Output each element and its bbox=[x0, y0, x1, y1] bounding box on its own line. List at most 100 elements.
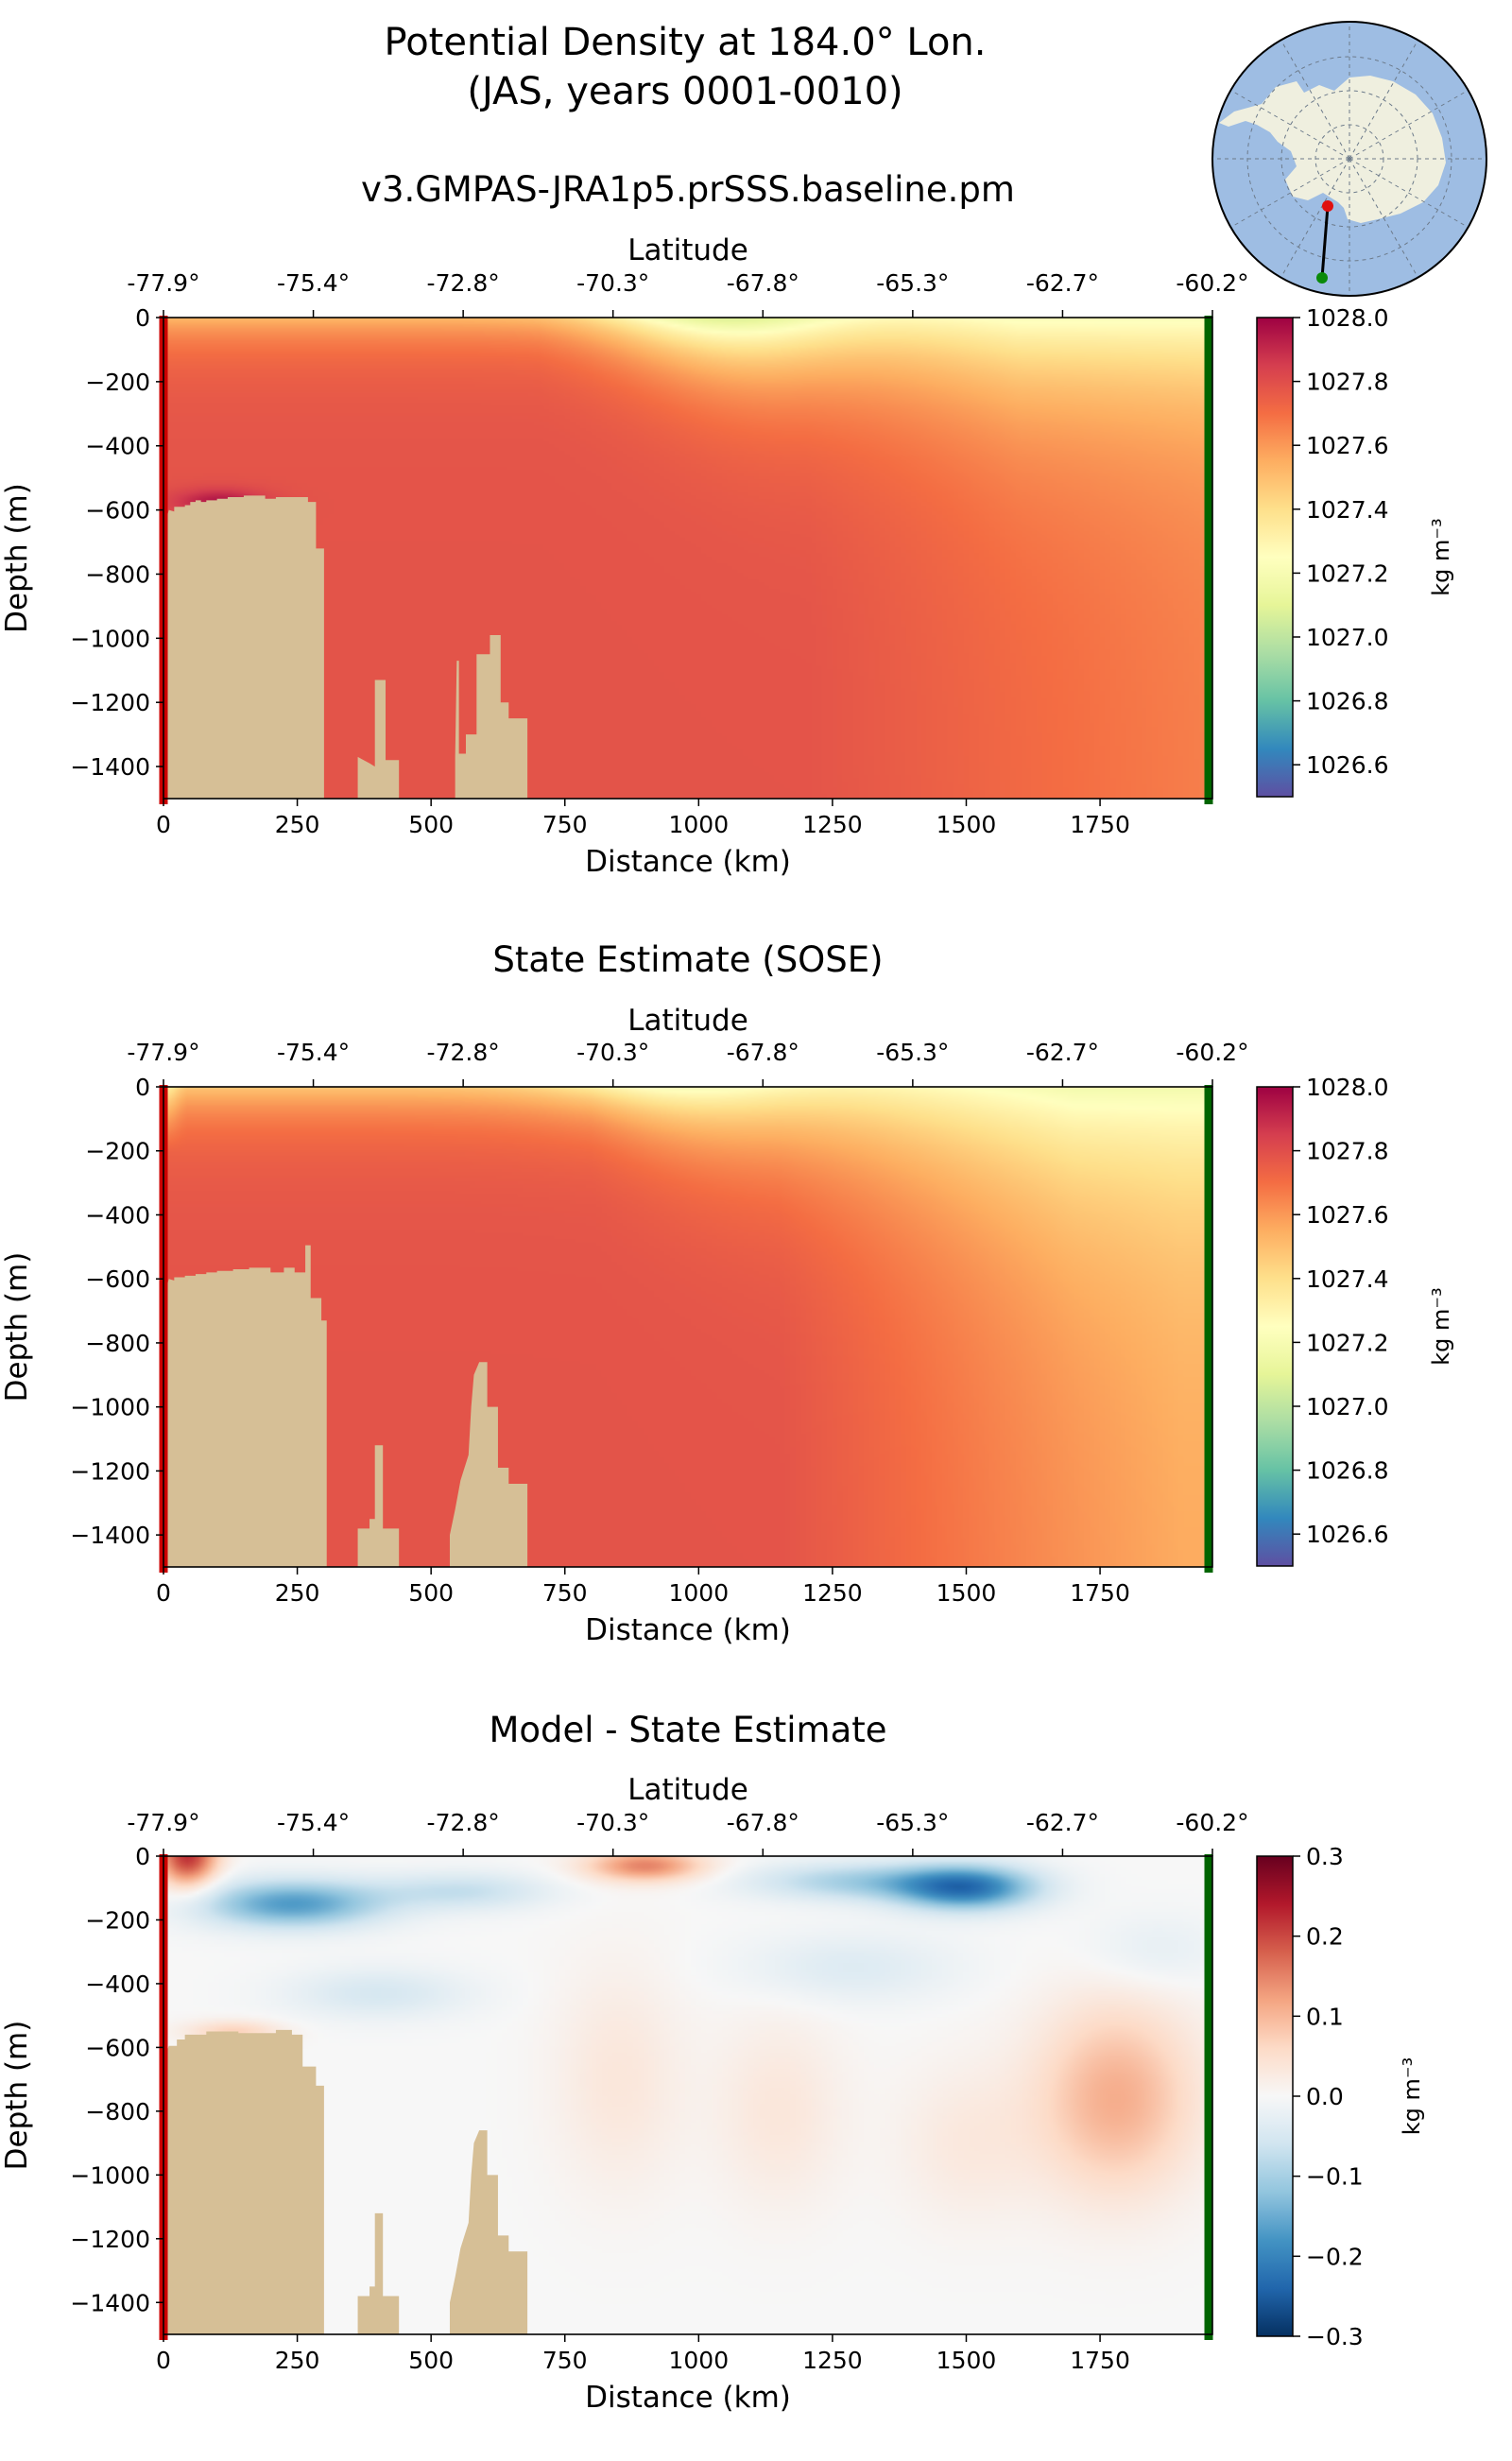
colorbar-tick-label: 0.1 bbox=[1306, 2003, 1344, 2030]
colorbar-tick-label: 1027.4 bbox=[1306, 496, 1388, 524]
x-axis-label: Distance (km) bbox=[585, 2381, 791, 2415]
y-tick-label: −1000 bbox=[70, 625, 150, 652]
x-tick-label: 500 bbox=[408, 1579, 454, 1607]
lat-tick-label: -75.4° bbox=[277, 1809, 350, 1836]
section-field bbox=[163, 1087, 1212, 1567]
colorbar-tick-label: 1027.8 bbox=[1306, 369, 1388, 396]
x-tick-label: 750 bbox=[542, 811, 588, 838]
figure-subtitle: (JAS, years 0001-0010) bbox=[467, 70, 902, 113]
antarctica-landmass bbox=[1219, 76, 1446, 223]
colorbar-tick-label: 0.2 bbox=[1306, 1923, 1344, 1951]
colorbar-tick-label: 1027.2 bbox=[1306, 559, 1388, 587]
x-tick-label: 1750 bbox=[1070, 2347, 1130, 2374]
graticule-meridian bbox=[1226, 87, 1350, 160]
lat-tick-label: -65.3° bbox=[876, 1809, 949, 1836]
x-tick-label: 250 bbox=[275, 1579, 320, 1607]
y-tick-label: −400 bbox=[85, 433, 150, 460]
axes-frame bbox=[163, 317, 1213, 800]
x-tick-label: 750 bbox=[542, 1579, 588, 1607]
map-frame bbox=[1211, 21, 1487, 297]
top-axis-label: Latitude bbox=[627, 1773, 748, 1807]
x-tick-label: 1500 bbox=[936, 811, 997, 838]
lat-tick-label: -60.2° bbox=[1176, 1809, 1248, 1836]
colorbar bbox=[1256, 317, 1294, 798]
lat-tick-label: -60.2° bbox=[1176, 269, 1248, 297]
graticule-meridian bbox=[1349, 158, 1473, 231]
seamount bbox=[449, 2130, 528, 2334]
x-tick-label: 500 bbox=[408, 811, 454, 838]
colorbar-label: kg m⁻³ bbox=[1399, 2057, 1425, 2135]
graticule-meridian bbox=[1349, 35, 1421, 160]
colorbar-tick-label: 1027.6 bbox=[1306, 1201, 1388, 1229]
y-tick-label: −1400 bbox=[70, 1522, 150, 1549]
top-axis-label: Latitude bbox=[627, 233, 748, 267]
seamount bbox=[449, 1362, 528, 1567]
x-tick-label: 1500 bbox=[936, 1579, 997, 1607]
y-tick-label: 0 bbox=[135, 1074, 150, 1101]
colorbar-tick-label: 1026.6 bbox=[1306, 1521, 1388, 1548]
y-tick-label: −600 bbox=[85, 1265, 150, 1293]
lat-tick-label: -70.3° bbox=[576, 269, 649, 297]
y-tick-label: −800 bbox=[85, 1330, 150, 1357]
graticule-meridian bbox=[1278, 35, 1350, 160]
colorbar-tick-label: 1028.0 bbox=[1306, 304, 1388, 332]
seamount bbox=[455, 634, 528, 799]
lat-tick-label: -72.8° bbox=[427, 1039, 500, 1066]
graticule-meridian bbox=[1349, 158, 1421, 283]
transect-line bbox=[1320, 205, 1330, 279]
section-field bbox=[163, 1856, 1212, 2334]
lat-tick-label: -67.8° bbox=[727, 269, 799, 297]
y-tick-label: −600 bbox=[85, 497, 150, 525]
graticule-meridian bbox=[1349, 87, 1473, 160]
top-axis-label: Latitude bbox=[627, 1004, 748, 1038]
lat-tick-label: -65.3° bbox=[876, 269, 949, 297]
x-tick-label: 0 bbox=[156, 1579, 171, 1607]
colorbar-tick-label: 1026.6 bbox=[1306, 751, 1388, 779]
lat-tick-label: -62.7° bbox=[1026, 1809, 1099, 1836]
lat-tick-label: -65.3° bbox=[876, 1039, 949, 1066]
section-field bbox=[163, 318, 1212, 799]
axes-frame bbox=[163, 1086, 1213, 1568]
y-tick-label: −1400 bbox=[70, 753, 150, 781]
y-tick-label: −1000 bbox=[70, 2161, 150, 2189]
lat-tick-label: -62.7° bbox=[1026, 1039, 1099, 1066]
continental-shelf bbox=[163, 1245, 327, 1567]
colorbar-tick-label: 0.3 bbox=[1306, 1843, 1344, 1870]
y-tick-label: 0 bbox=[135, 1843, 150, 1870]
colorbar-tick-label: −0.3 bbox=[1306, 2323, 1364, 2350]
colorbar bbox=[1256, 1855, 1294, 2337]
colorbar-label: kg m⁻³ bbox=[1428, 1287, 1454, 1365]
lat-tick-label: -60.2° bbox=[1176, 1039, 1248, 1066]
panel-title: v3.GMPAS-JRA1p5.prSSS.baseline.pm bbox=[361, 169, 1015, 210]
seamount bbox=[357, 2212, 400, 2334]
y-tick-label: −1400 bbox=[70, 2289, 150, 2316]
x-tick-label: 0 bbox=[156, 811, 171, 838]
colorbar-tick-label: 1027.4 bbox=[1306, 1265, 1388, 1293]
colorbar-tick-label: −0.1 bbox=[1306, 2163, 1364, 2191]
colorbar-tick-label: 1026.8 bbox=[1306, 688, 1388, 715]
x-tick-label: 1250 bbox=[802, 1579, 863, 1607]
y-tick-label: −200 bbox=[85, 1906, 150, 1934]
x-tick-label: 1250 bbox=[802, 2347, 863, 2374]
y-axis-label: Depth (m) bbox=[0, 1252, 34, 1403]
panel-3: Model - State Estimate 0 250 500 750 1000 1250… bbox=[0, 1710, 1425, 2415]
graticule-meridian bbox=[1226, 158, 1350, 231]
panel-title: State Estimate (SOSE) bbox=[492, 939, 883, 980]
continental-shelf bbox=[163, 495, 324, 799]
lat-tick-label: -72.8° bbox=[427, 269, 500, 297]
colorbar-tick-label: 1027.0 bbox=[1306, 1393, 1388, 1420]
x-tick-label: 0 bbox=[156, 2347, 171, 2374]
colorbar-tick-label: 1027.8 bbox=[1306, 1138, 1388, 1165]
y-tick-label: −400 bbox=[85, 1971, 150, 1998]
colorbar bbox=[1256, 1086, 1294, 1567]
figure-title: Potential Density at 184.0° Lon. bbox=[385, 21, 987, 64]
lat-tick-label: -62.7° bbox=[1026, 269, 1099, 297]
x-axis-label: Distance (km) bbox=[585, 1613, 791, 1647]
y-tick-label: −200 bbox=[85, 369, 150, 396]
y-tick-label: −800 bbox=[85, 560, 150, 588]
panel-title: Model - State Estimate bbox=[489, 1710, 886, 1750]
x-tick-label: 750 bbox=[542, 2347, 588, 2374]
axes-frame bbox=[163, 1855, 1213, 2335]
